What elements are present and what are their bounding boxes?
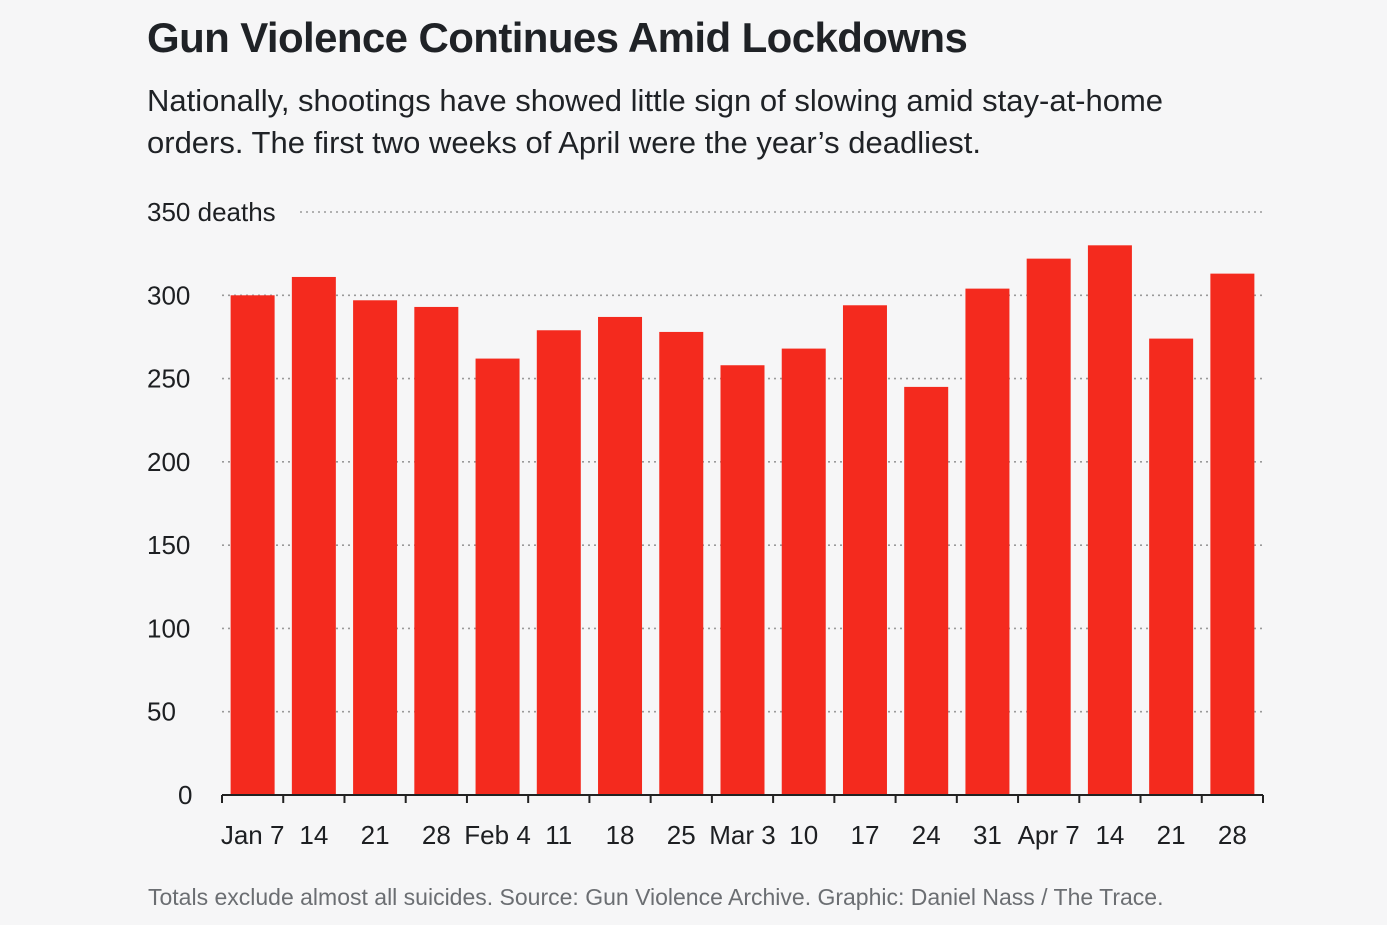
bar xyxy=(291,276,336,795)
bars xyxy=(230,245,1255,796)
x-tick-label: 17 xyxy=(851,820,880,850)
x-tick-label: Feb 4 xyxy=(464,820,531,850)
y-tick-label: 50 xyxy=(147,697,176,727)
bar xyxy=(659,331,704,795)
bar xyxy=(1210,273,1255,795)
y-tick-label: 0 xyxy=(178,780,192,810)
x-tick-label: 14 xyxy=(1095,820,1124,850)
bar xyxy=(720,365,765,795)
y-tick-label: 350 deaths xyxy=(147,197,276,227)
x-tick-label: 28 xyxy=(1218,820,1247,850)
x-tick-label: Apr 7 xyxy=(1018,820,1080,850)
x-tick-label: 28 xyxy=(422,820,451,850)
bar xyxy=(904,386,949,795)
source-note: Totals exclude almost all suicides. Sour… xyxy=(148,884,1164,910)
y-tick-label: 100 xyxy=(147,613,190,643)
bar xyxy=(353,300,398,795)
x-tick-label: 25 xyxy=(667,820,696,850)
bar xyxy=(536,330,581,795)
chart-subtitle: Nationally, shootings have showed little… xyxy=(147,83,1164,160)
x-tick-label: 14 xyxy=(299,820,328,850)
bar xyxy=(965,288,1010,795)
x-tick-label: 21 xyxy=(1157,820,1186,850)
x-tick-label: 18 xyxy=(606,820,635,850)
x-tick-label: Jan 7 xyxy=(221,820,285,850)
x-tick-label: 11 xyxy=(545,820,572,850)
bar xyxy=(1087,245,1132,796)
y-tick-label: 250 xyxy=(147,364,190,394)
bar xyxy=(475,358,520,795)
chart-title: Gun Violence Continues Amid Lockdowns xyxy=(147,14,968,61)
gridlines xyxy=(222,211,1263,713)
x-tick-label: 31 xyxy=(973,820,1002,850)
bar xyxy=(781,348,826,795)
x-tick-label: 21 xyxy=(361,820,390,850)
bar xyxy=(414,306,459,795)
y-axis-labels: 0 50 100 150 200 250 300 350 deaths xyxy=(147,197,276,810)
y-tick-label: 150 xyxy=(147,530,190,560)
bar xyxy=(230,295,275,795)
x-tick-label: 10 xyxy=(789,820,818,850)
x-axis xyxy=(221,794,1264,803)
bar xyxy=(598,316,643,795)
y-tick-label: 300 xyxy=(147,280,190,310)
x-tick-label: Mar 3 xyxy=(709,820,775,850)
bar xyxy=(842,305,887,795)
bar xyxy=(1149,338,1194,795)
bar xyxy=(1026,258,1071,795)
x-tick-label: 24 xyxy=(912,820,941,850)
x-axis-labels: Jan 7 14 21 28 Feb 4 11 18 25 Mar 3 10 17 24 31 Apr 7… xyxy=(221,820,1247,850)
y-tick-label: 200 xyxy=(147,447,190,477)
